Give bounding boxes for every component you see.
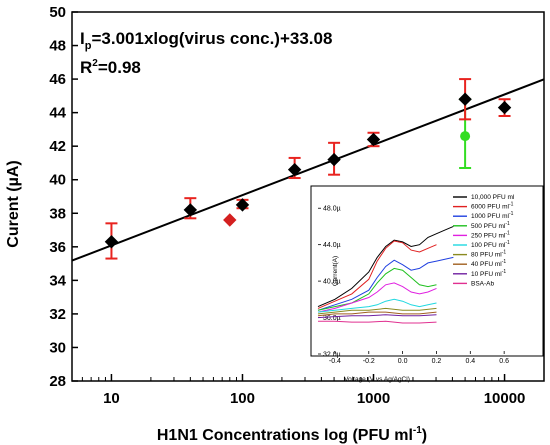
data-point [235,198,250,212]
legend-label: 80 PFU ml-1 [471,250,506,259]
data-point [366,132,381,147]
inset-x-tick-label: 0.4 [465,358,475,365]
y-tick-label: 50 [49,4,66,21]
y-tick-label: 44 [49,105,66,122]
y-tick-label: 30 [49,339,66,356]
inset-x-tick-label: 0.2 [432,358,442,365]
red-data-point [223,213,237,227]
inset-series-line [317,307,437,315]
data-point [458,92,472,106]
legend-label: 500 PFU ml-1 [471,221,510,230]
data-point [104,235,119,249]
legend-label: 10 PFU ml-1 [471,269,506,278]
inset-y-tick-label: 44.0µ [323,242,341,249]
data-point [183,203,198,217]
r-squared: R2=0.98 [80,58,141,77]
y-tick-label: 32 [49,306,66,323]
inset-y-tick-label: 48.0µ [323,206,341,213]
inset-series-line [317,311,437,317]
main-plot: 28 30 32 34 36 38 40 42 44 46 48 50 10 100 1000 10000 [49,4,545,407]
x-tick-label: 10 [103,390,120,407]
data-point [327,152,341,167]
legend-label: 100 PFU ml-1 [471,240,510,249]
y-tick-label: 38 [49,205,66,222]
inset-y-tick-label: 40.0µ [323,279,341,286]
inset-series-line [317,314,437,319]
inset-y-tick-label: 32.0µ [323,352,341,359]
inset-x-tick-label: 0.0 [398,358,408,365]
inset-x-axis-label: Voltage (V vs Ag/AgCl) [344,376,410,383]
inset-x-tick-label: -0.2 [363,358,375,365]
legend-label: 6000 PFU ml-1 [471,202,514,211]
y-tick-label: 36 [49,239,66,256]
inset-plot: 32.0µ 36.0µ 40.0µ 44.0µ 48.0µ -0.4 -0.2 0.0 0.2 0… [310,185,544,365]
legend-label: 1000 PFU ml-1 [471,211,514,220]
x-tick-label: 100 [230,390,255,407]
y-tick-label: 34 [49,272,66,289]
legend-label: 10,000 PFU ml [471,194,515,201]
x-tick-label: 1000 [357,390,390,407]
data-point [287,162,302,177]
x-axis-label: H1N1 Concentrations log (PFU ml-1) [157,425,427,444]
inset-series-line [318,320,437,324]
green-data-point [460,131,471,142]
inset-y-axis-label: Current(A) [332,256,339,286]
y-tick-label: 40 [49,172,66,189]
plot-frame [71,11,545,382]
legend-label: 40 PFU ml-1 [471,259,506,268]
inset-x-tick-label: 0.6 [499,358,509,365]
y-tick-label: 42 [49,138,66,155]
inset-y-tick-label: 36.0µ [323,315,341,322]
inset-series-line [317,240,437,309]
inset-series-line [317,298,437,313]
x-tick-label: 10000 [484,390,526,407]
inset-series-line [317,282,437,313]
y-axis-label: Curent (µA) [5,160,22,247]
inset-series-line [317,256,454,311]
data-point [497,100,512,115]
fit-equation: Ip=3.001xlog(virus conc.)+33.08 [80,29,332,52]
inset-series-line [317,225,454,308]
legend-label: BSA-Ab [471,280,495,287]
y-tick-label: 48 [49,38,66,55]
legend-label: 250 PFU ml-1 [471,230,510,239]
y-tick-label: 28 [49,373,66,390]
inset-x-tick-label: -0.4 [329,358,341,365]
inset-frame [310,185,544,357]
y-tick-label: 46 [49,71,66,88]
